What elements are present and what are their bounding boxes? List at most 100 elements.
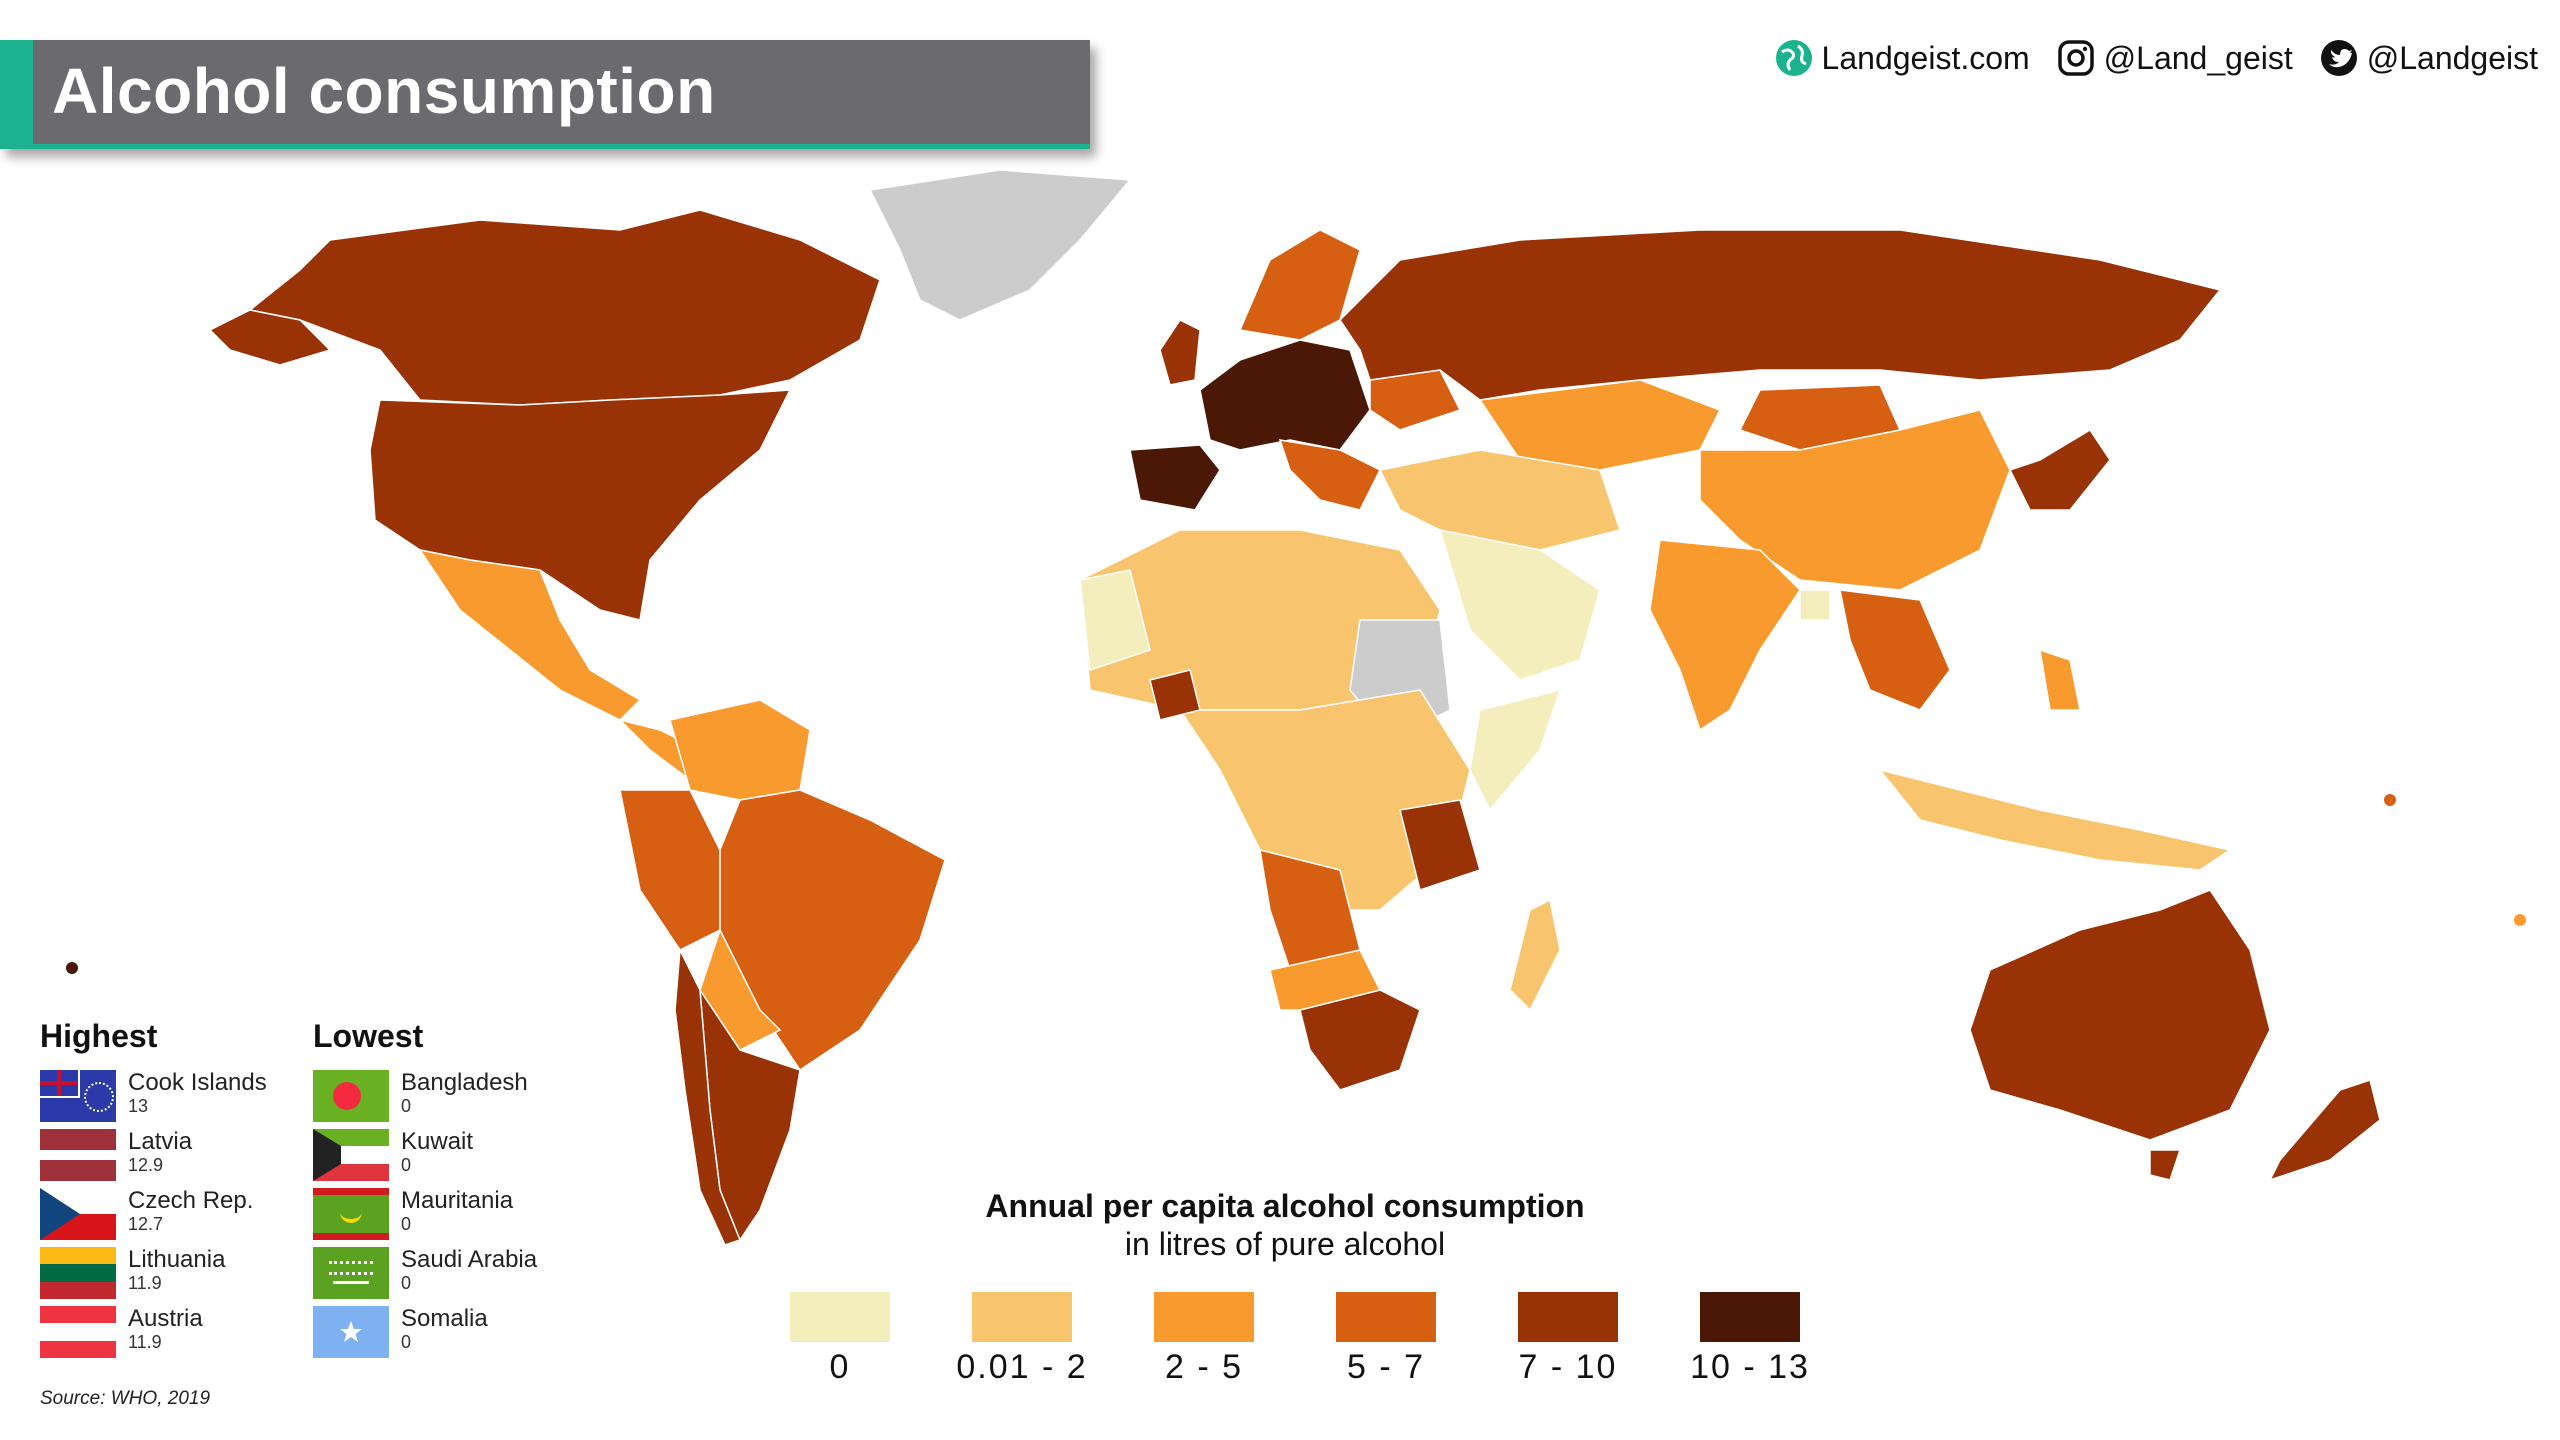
lowest-country-name: Kuwait [401,1128,474,1155]
canada[interactable] [248,209,881,406]
arabian-peninsula[interactable] [1438,529,1601,681]
instagram-link[interactable]: @Land_geist [2056,38,2293,78]
highest-country-name: Latvia [128,1128,193,1155]
title-bar: Alcohol consumption [0,40,1090,149]
czech-flag-icon [40,1188,116,1240]
highest-country-value: 11.9 [128,1273,162,1293]
social-links: Landgeist.com @Land_geist @Landgeist [1774,30,2538,86]
legend-swatch [1518,1292,1618,1342]
australia[interactable] [1969,889,2271,1141]
highest-country-value: 13 [128,1096,149,1116]
india[interactable] [1649,539,1801,732]
highest-country-name: Cook Islands [128,1069,267,1096]
highest-ranking: Highest Cook Islands 13 Latvia 12.9 Czec… [40,1018,320,1365]
legend-swatch [972,1292,1072,1342]
colombia-venezuela[interactable] [669,699,811,801]
lowest-country-value: 0 [401,1214,412,1234]
saudi-arabia-flag-icon [313,1247,389,1299]
greenland[interactable] [868,169,1132,321]
highest-country-name: Czech Rep. [128,1187,254,1214]
pacific-island-marker[interactable] [2384,794,2396,806]
tanzania-uganda[interactable] [1399,799,1481,891]
austria-flag-icon [40,1306,116,1358]
north-america-region [208,169,1132,781]
lowest-item: Mauritania 0 [313,1188,593,1247]
british-isles[interactable] [1159,319,1201,386]
pacific-island-marker[interactable] [2514,914,2526,926]
iberia[interactable] [1129,444,1221,511]
legend-bin: 7 - 10 [1498,1292,1638,1387]
tasmania[interactable] [2149,1149,2182,1181]
oceania-region [66,794,2526,1182]
scandinavia[interactable] [1238,229,1361,341]
mauritania[interactable] [1079,569,1151,672]
source-note: Source: WHO, 2019 [40,1388,211,1409]
lowest-item: Kuwait 0 [313,1129,593,1188]
highest-country-name: Lithuania [128,1246,226,1273]
indonesia[interactable] [1878,768,2232,871]
highest-country-value: 12.9 [128,1155,164,1175]
lowest-item: Bangladesh 0 [313,1070,593,1129]
legend-title: Annual per capita alcohol consumption [985,1188,1585,1224]
somalia-horn[interactable] [1469,688,1562,812]
legend-swatch [1700,1292,1800,1342]
chile[interactable] [674,947,741,1246]
ukraine[interactable] [1369,369,1462,431]
usa[interactable] [369,389,792,621]
lowest-country-name: Mauritania [401,1187,514,1214]
legend-bin: 0.01 - 2 [952,1292,1092,1387]
africa-region [1079,529,1562,1091]
north-asia-region [1339,229,2222,591]
middle-east-south-asia-region [1378,449,2232,871]
instagram-text: @Land_geist [2103,39,2293,76]
website-text: Landgeist.com [1821,39,2030,76]
mexico[interactable] [418,548,642,721]
highest-country-value: 11.9 [128,1332,162,1352]
philippines[interactable] [2039,648,2081,711]
lowest-country-name: Saudi Arabia [401,1246,538,1273]
legend-subtitle: in litres of pure alcohol [1124,1226,1446,1262]
legend-bin: 10 - 13 [1680,1292,1820,1387]
lowest-country-name: Bangladesh [401,1069,528,1096]
lowest-ranking: Lowest Bangladesh 0 Kuwait 0 Mauritania [313,1018,593,1365]
globe-icon [1775,40,1812,76]
lowest-country-value: 0 [401,1273,412,1293]
madagascar[interactable] [1509,898,1561,1012]
korea-japan[interactable] [2008,428,2111,511]
bangladesh[interactable] [1799,589,1831,621]
lowest-heading: Lowest [313,1018,424,1054]
title-accent [0,40,33,144]
turkey-iran[interactable] [1378,449,1621,551]
mauritania-flag-icon [313,1188,389,1240]
europe-region [1129,229,1462,511]
new-zealand[interactable] [2268,1079,2381,1182]
namibia-botswana[interactable] [1269,949,1382,1011]
western-central-europe[interactable] [1199,339,1371,451]
central-africa[interactable] [1178,689,1471,911]
russia[interactable] [1339,229,2222,401]
map-title: Alcohol consumption [52,55,716,127]
west-africa-burkina[interactable] [1149,669,1201,721]
twitter-link[interactable]: @Landgeist [2319,38,2538,78]
china[interactable] [1699,409,2011,591]
southeast-asia[interactable] [1839,589,1951,711]
alaska[interactable] [208,309,332,366]
legend-swatch [1336,1292,1436,1342]
peru-ecuador[interactable] [619,789,721,951]
website-link[interactable]: Landgeist.com [1774,38,2030,78]
highest-item: Cook Islands 13 [40,1070,320,1129]
highest-item: Czech Rep. 12.7 [40,1188,320,1247]
bangladesh-flag-icon [313,1070,389,1122]
italy-balkans[interactable] [1278,439,1382,511]
cook-islands-marker[interactable] [66,962,78,974]
legend-label: 10 - 13 [1690,1348,1810,1386]
brazil[interactable] [719,789,946,1072]
legend-label: 0.01 - 2 [956,1348,1088,1386]
lowest-country-value: 0 [401,1332,412,1352]
legend-label: 2 - 5 [1164,1348,1244,1386]
legend-bin: 5 - 7 [1316,1292,1456,1387]
latvia-flag-icon [40,1129,116,1181]
kuwait-flag-icon [313,1129,389,1181]
highest-item: Austria 11.9 [40,1306,320,1365]
lowest-country-name: Somalia [401,1305,488,1332]
